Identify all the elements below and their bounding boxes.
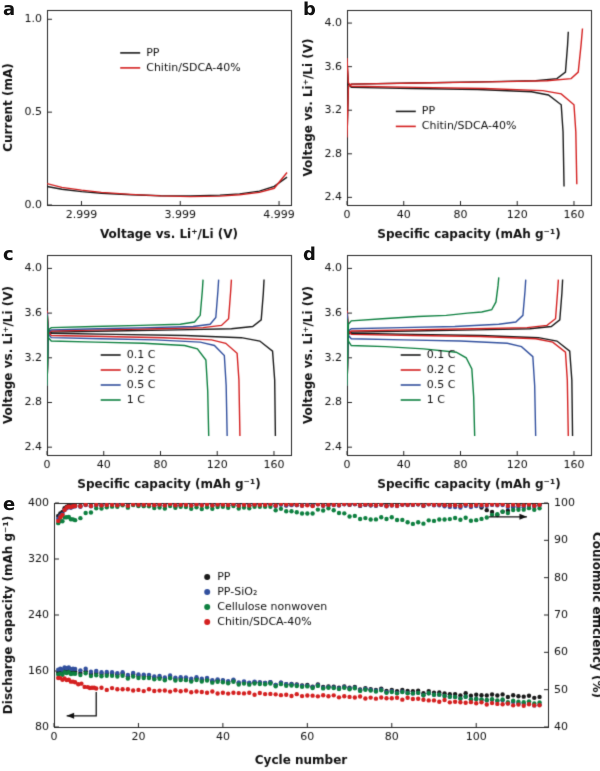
chart-c-rate-profiles-pp xyxy=(0,245,300,495)
panel-label-b: b xyxy=(303,0,316,20)
panel-b: b xyxy=(300,0,600,245)
chart-a-lsv-current-voltage xyxy=(0,0,300,245)
panel-c: c xyxy=(0,244,300,495)
panel-e: e xyxy=(0,494,600,771)
panel-label-a: a xyxy=(3,0,16,20)
panel-label-c: c xyxy=(3,244,14,265)
chart-d-rate-profiles-chitin xyxy=(300,245,600,495)
chart-b-charge-discharge-profiles xyxy=(300,0,600,245)
panel-label-d: d xyxy=(303,244,316,265)
panel-d: d xyxy=(300,244,600,495)
chart-e-cycling-performance xyxy=(0,495,600,771)
panel-a: a xyxy=(0,0,300,245)
panel-label-e: e xyxy=(3,494,16,515)
